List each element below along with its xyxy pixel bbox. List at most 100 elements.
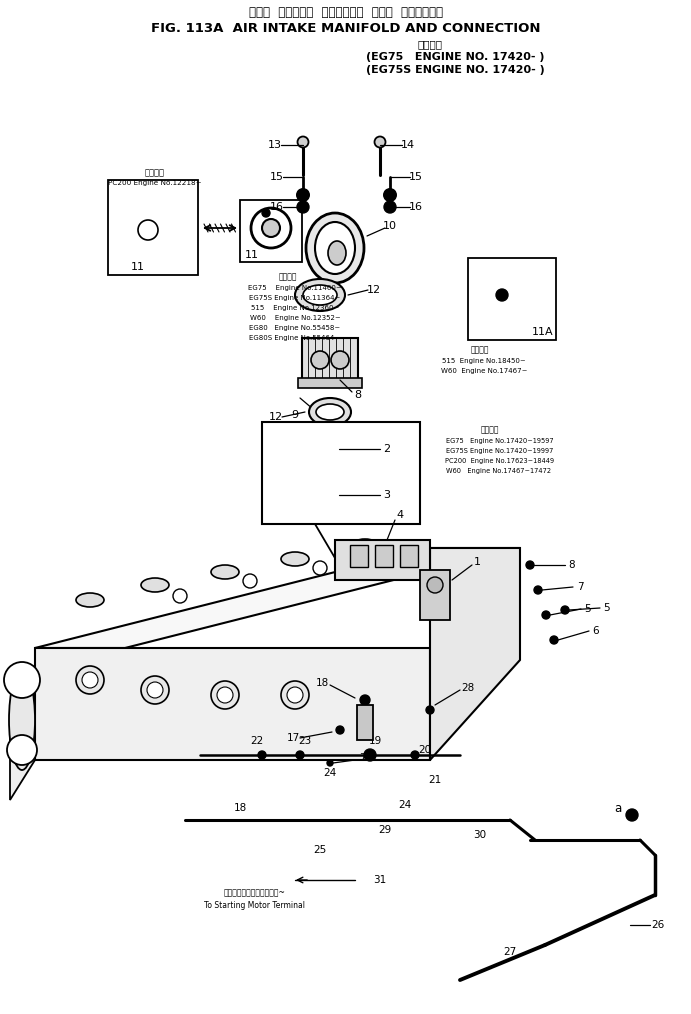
Circle shape: [262, 209, 270, 217]
Text: 12: 12: [269, 412, 283, 422]
Ellipse shape: [9, 670, 35, 770]
Text: 17: 17: [286, 733, 300, 743]
Text: 11A: 11A: [532, 327, 553, 337]
Text: EG75S Engine No.17420~19997: EG75S Engine No.17420~19997: [446, 448, 553, 454]
Circle shape: [385, 190, 395, 200]
Circle shape: [4, 662, 40, 698]
Text: EG75S Engine No.11364~: EG75S Engine No.11364~: [249, 295, 341, 301]
Text: a: a: [614, 801, 622, 814]
Text: 13: 13: [268, 140, 282, 150]
Text: 29: 29: [379, 825, 392, 835]
Circle shape: [313, 561, 327, 575]
Text: PC200 Engine No.12218~: PC200 Engine No.12218~: [108, 180, 202, 186]
Text: 8: 8: [354, 390, 361, 400]
Text: 27: 27: [503, 947, 517, 957]
Text: 515    Engine No.12360~: 515 Engine No.12360~: [251, 305, 339, 311]
Ellipse shape: [76, 593, 104, 607]
Text: 12: 12: [367, 285, 381, 295]
Bar: [335, 540, 430, 580]
Bar: [420, 570, 450, 620]
Circle shape: [550, 636, 558, 644]
Text: 30: 30: [473, 830, 486, 840]
Ellipse shape: [141, 578, 169, 592]
Bar: [108, 180, 198, 275]
Circle shape: [383, 188, 397, 202]
Text: 18: 18: [234, 803, 247, 813]
Circle shape: [262, 219, 280, 237]
Circle shape: [147, 682, 163, 698]
Text: 25: 25: [314, 845, 327, 855]
Circle shape: [534, 586, 542, 594]
Circle shape: [331, 351, 349, 369]
Circle shape: [526, 561, 534, 569]
Circle shape: [311, 351, 329, 369]
Circle shape: [427, 577, 443, 593]
Circle shape: [542, 611, 550, 619]
Circle shape: [364, 749, 376, 760]
Circle shape: [561, 606, 569, 614]
Text: 2: 2: [384, 444, 390, 454]
Text: 20: 20: [419, 745, 432, 755]
Circle shape: [336, 726, 344, 734]
Text: 適用号機: 適用号機: [417, 39, 442, 49]
Text: 31: 31: [373, 875, 387, 885]
Text: 8: 8: [569, 560, 576, 570]
Text: 16: 16: [270, 202, 284, 212]
Text: FIG. 113A  AIR INTAKE MANIFOLD AND CONNECTION: FIG. 113A AIR INTAKE MANIFOLD AND CONNEC…: [151, 21, 541, 34]
Circle shape: [82, 672, 98, 689]
Text: 15: 15: [409, 172, 423, 182]
Text: (EG75   ENGINE NO. 17420- ): (EG75 ENGINE NO. 17420- ): [366, 52, 545, 62]
Polygon shape: [35, 548, 520, 648]
Circle shape: [296, 188, 310, 202]
Bar: [468, 258, 556, 340]
Circle shape: [384, 201, 396, 213]
Text: 1: 1: [473, 557, 480, 567]
Text: W60    Engine No.12352~: W60 Engine No.12352~: [249, 315, 341, 321]
Ellipse shape: [281, 552, 309, 566]
Circle shape: [296, 751, 304, 759]
Circle shape: [7, 735, 37, 765]
Text: 24: 24: [399, 800, 412, 810]
Circle shape: [297, 201, 309, 213]
Bar: [400, 545, 418, 567]
Text: 22: 22: [250, 736, 264, 746]
Text: 28: 28: [462, 683, 475, 693]
Text: EG75    Engine No.11460~: EG75 Engine No.11460~: [248, 285, 342, 291]
Text: EG75   Engine No.17420~19597: EG75 Engine No.17420~19597: [446, 438, 553, 444]
Circle shape: [138, 220, 158, 240]
Text: エアー  インテーク  マニホールド  および  コネクション: エアー インテーク マニホールド および コネクション: [249, 6, 443, 19]
Polygon shape: [293, 473, 337, 517]
Text: 515  Engine No.18450~: 515 Engine No.18450~: [442, 358, 526, 364]
Circle shape: [251, 208, 291, 248]
Circle shape: [411, 751, 419, 759]
Ellipse shape: [211, 565, 239, 579]
Text: 適用号機: 適用号機: [481, 426, 500, 435]
Text: 26: 26: [652, 920, 665, 930]
Text: 適用号機: 適用号機: [278, 273, 297, 282]
Circle shape: [211, 681, 239, 709]
Text: 7: 7: [359, 753, 366, 763]
Text: PC200  Engine No.17623~18449: PC200 Engine No.17623~18449: [446, 458, 555, 464]
Circle shape: [76, 666, 104, 694]
Circle shape: [258, 751, 266, 759]
Circle shape: [243, 574, 257, 588]
Circle shape: [375, 137, 386, 147]
Ellipse shape: [295, 279, 345, 311]
Text: 24: 24: [323, 768, 337, 778]
Ellipse shape: [303, 285, 337, 305]
Bar: [375, 545, 393, 567]
Circle shape: [327, 760, 333, 766]
Text: (EG75S ENGINE NO. 17420- ): (EG75S ENGINE NO. 17420- ): [366, 65, 545, 75]
Text: 5: 5: [604, 603, 610, 613]
Text: 適用号機: 適用号機: [145, 168, 165, 177]
Circle shape: [173, 589, 187, 603]
Text: 21: 21: [428, 775, 442, 785]
Ellipse shape: [351, 539, 379, 553]
Polygon shape: [35, 648, 430, 760]
Bar: [302, 338, 358, 382]
Polygon shape: [10, 648, 35, 800]
Ellipse shape: [309, 399, 351, 426]
Circle shape: [281, 681, 309, 709]
Bar: [240, 200, 302, 262]
Bar: [262, 422, 420, 524]
